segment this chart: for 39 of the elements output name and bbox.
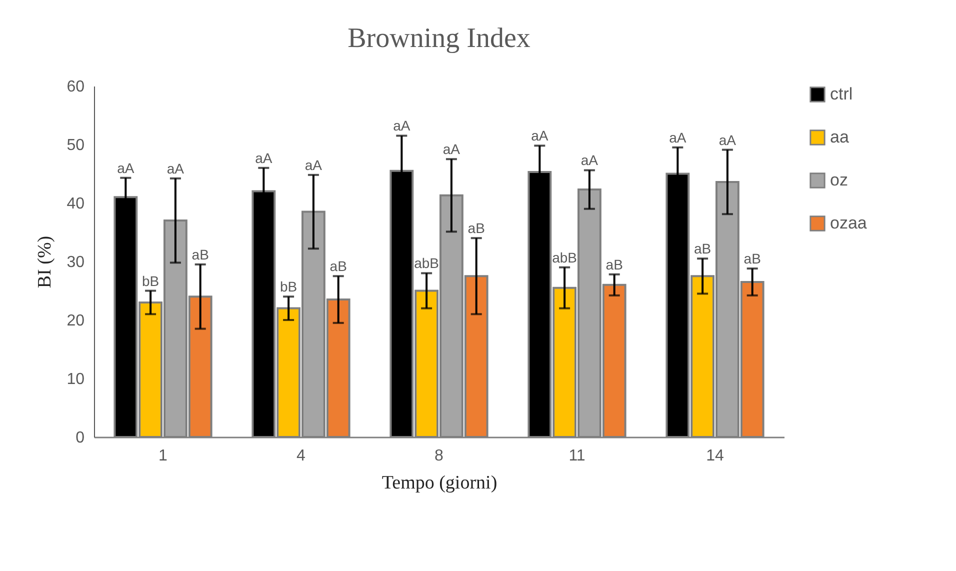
legend-label: ctrl <box>830 84 853 104</box>
data-label: aB <box>606 256 623 272</box>
x-tick-label: 14 <box>706 448 724 464</box>
x-tick-label: 4 <box>296 448 306 464</box>
data-label: aA <box>580 152 599 168</box>
data-label: aA <box>255 150 273 166</box>
y-tick-label: 10 <box>66 371 85 388</box>
data-label: bB <box>280 278 298 295</box>
y-tick-label: 60 <box>66 78 85 96</box>
x-tick-label: 1 <box>158 448 168 464</box>
data-label: aB <box>192 246 209 262</box>
data-label: aB <box>744 250 761 267</box>
data-label: aA <box>166 160 185 176</box>
x-tick-label: 11 <box>568 448 586 464</box>
data-label: aA <box>117 160 135 176</box>
data-label: aA <box>531 128 549 144</box>
x-tick-label: 8 <box>434 448 444 464</box>
data-label: abB <box>414 255 440 272</box>
legend-label: aa <box>830 128 850 146</box>
data-label: aA <box>718 132 737 148</box>
data-label: aB <box>468 220 485 236</box>
y-tick-label: 50 <box>66 137 85 154</box>
y-tick-label: 0 <box>76 430 85 446</box>
y-tick-label: 30 <box>66 254 85 271</box>
x-axis-title: Tempo (giorni) <box>382 472 498 494</box>
legend-label: ozaa <box>830 214 868 232</box>
data-label: aA <box>393 118 411 134</box>
data-label: bB <box>142 272 160 289</box>
data-label: aB <box>330 258 347 274</box>
data-label: aB <box>694 240 712 257</box>
chart-title: Browning Index <box>348 23 530 54</box>
data-label: aA <box>442 141 461 158</box>
data-label: aA <box>669 129 687 146</box>
legend-label: oz <box>830 170 848 190</box>
data-label: aA <box>304 156 323 173</box>
data-label: abB <box>552 249 578 266</box>
y-tick-label: 40 <box>66 196 85 212</box>
y-axis-title: BI (%) <box>34 236 56 288</box>
y-tick-label: 20 <box>66 312 85 330</box>
